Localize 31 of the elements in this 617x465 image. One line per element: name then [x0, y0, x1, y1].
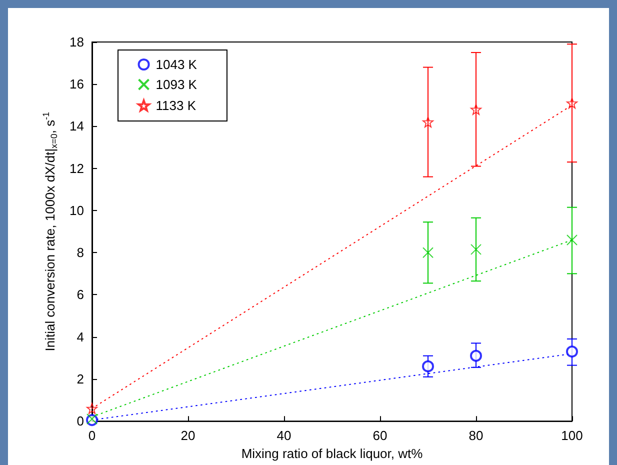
point [422, 247, 434, 258]
y-tick-label: 14 [70, 118, 84, 134]
y-tick-label: 12 [70, 160, 84, 176]
x-tick-label: 60 [372, 428, 388, 444]
y-tick-label: 0 [76, 414, 84, 429]
point [566, 346, 578, 358]
x-tick-label: 100 [561, 428, 583, 444]
legend-label: 1093 K [156, 77, 198, 92]
x-tick-label: 20 [180, 428, 196, 444]
x-tick-label: 0 [88, 428, 96, 444]
x-tick-label: 40 [276, 428, 292, 444]
point [470, 244, 482, 255]
y-tick-label: 18 [70, 34, 84, 50]
y-tick-label: 10 [70, 202, 84, 218]
y-tick-label: 16 [70, 76, 84, 92]
point [422, 116, 434, 128]
x-axis-title: Mixing ratio of black liquor, wt% [241, 446, 424, 461]
y-tick-label: 4 [76, 329, 84, 344]
y-tick-label: 2 [76, 371, 84, 386]
legend-label: 1043 K [156, 57, 198, 72]
point [422, 360, 434, 372]
y-axis-title: Initial conversion rate, 1000x dX/dt|x=0, s-1 [41, 112, 60, 352]
point [86, 402, 98, 414]
point [566, 234, 578, 246]
y-tick-label: 8 [76, 245, 84, 260]
point [566, 98, 578, 109]
point [470, 104, 482, 115]
point [470, 350, 482, 362]
legend-label: 1133 K [156, 98, 196, 113]
y-tick-label: 6 [76, 287, 84, 302]
x-tick-label: 80 [468, 428, 484, 444]
